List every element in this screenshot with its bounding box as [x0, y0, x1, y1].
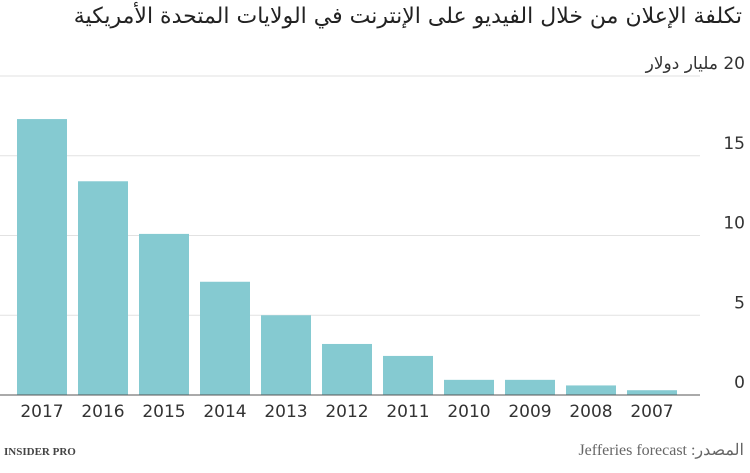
logo: INSIDER PRO [4, 446, 76, 458]
bar [566, 385, 616, 395]
bar [444, 379, 494, 395]
bar [78, 181, 128, 395]
y-tick-label: 10 [723, 214, 745, 234]
x-tick-label: 2011 [386, 402, 429, 422]
y-tick-label: 15 [723, 134, 745, 154]
y-tick-label: 0 [734, 373, 745, 393]
x-tick-label: 2010 [447, 402, 490, 422]
x-tick-label: 2013 [264, 402, 307, 422]
bar [200, 281, 250, 395]
x-tick-label: 2008 [569, 402, 612, 422]
bar [627, 390, 677, 395]
bar [322, 343, 372, 395]
y-tick-label: 5 [734, 293, 745, 313]
x-tick-label: 2014 [203, 402, 246, 422]
bar [17, 119, 67, 395]
source: المصدر: Jefferies forecast [578, 442, 744, 459]
x-tick-label: 2016 [81, 402, 124, 422]
bar [261, 315, 311, 395]
y-tick-label: 20 مليار دولار [645, 54, 745, 74]
bar [383, 355, 433, 395]
x-tick-label: 2012 [325, 402, 368, 422]
bar [139, 233, 189, 395]
x-tick-label: 2009 [508, 402, 551, 422]
x-tick-label: 2007 [630, 402, 673, 422]
bar [505, 379, 555, 395]
x-tick-label: 2017 [20, 402, 63, 422]
x-tick-label: 2015 [142, 402, 185, 422]
chart-title: تكلفة الإعلان من خلال الفيديو على الإنتر… [73, 4, 742, 29]
